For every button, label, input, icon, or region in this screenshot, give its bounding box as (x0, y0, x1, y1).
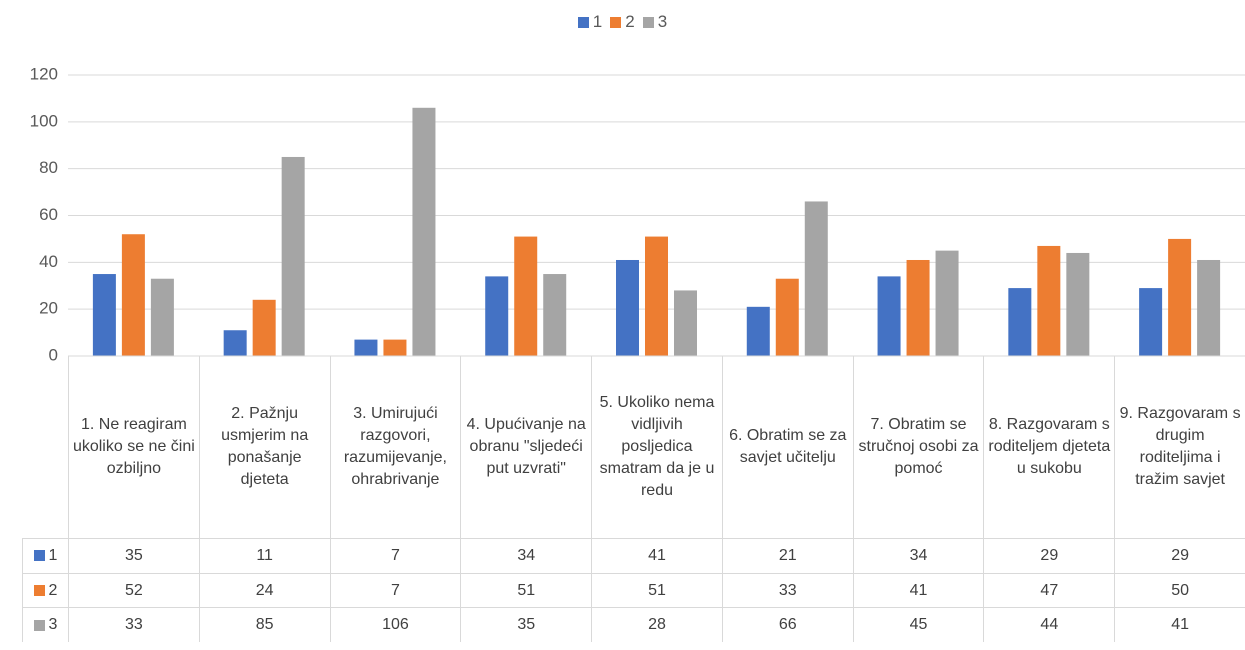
y-tick-label: 0 (49, 345, 58, 364)
category-label: 3. Umirujući razgovori, razumijevanje, o… (329, 356, 461, 538)
legend-label: 1 (592, 12, 603, 31)
bar (150, 278, 174, 356)
table-value: 106 (329, 607, 461, 643)
legend-key (610, 16, 622, 28)
bar (1197, 259, 1221, 356)
legend-item: 1 (577, 12, 603, 32)
table-value: 35 (460, 607, 592, 643)
table-value: 33 (721, 572, 853, 608)
bar (746, 306, 770, 356)
table-value: 66 (721, 607, 853, 643)
bar (1168, 238, 1192, 356)
category-label: 4. Upućivanje na obranu "sljedeći put uz… (460, 356, 591, 538)
table-series-name: 1 (48, 546, 58, 564)
bar (1066, 252, 1090, 356)
table-value: 47 (983, 572, 1115, 608)
bar (543, 274, 567, 356)
legend-key (642, 16, 654, 28)
bar (92, 274, 116, 356)
legend-key (33, 619, 45, 631)
bar (1037, 245, 1061, 356)
y-tick-label: 100 (30, 111, 58, 130)
category-label: 2. Pažnju usmjerim na ponašanje djeteta (198, 356, 330, 538)
bar (616, 259, 639, 356)
table-value: 41 (591, 538, 722, 573)
bar (1008, 288, 1032, 356)
category-label: 7. Obratim se stručnoj osobi za pomoć (852, 356, 984, 538)
bar (252, 299, 276, 356)
table-value: 21 (721, 538, 853, 573)
table-series: 1 (22, 538, 68, 573)
y-tick-label: 60 (39, 205, 58, 224)
bar (223, 330, 247, 356)
legend-label: 3 (657, 12, 668, 31)
bar (354, 339, 378, 356)
y-tick-label: 20 (39, 299, 58, 318)
bar (1139, 288, 1163, 356)
table-series: 2 (22, 572, 68, 608)
table-value: 41 (1114, 607, 1245, 643)
table-value: 7 (329, 572, 461, 608)
bar (281, 156, 305, 356)
table-value: 11 (198, 538, 330, 573)
table-value: 51 (591, 572, 722, 608)
bar (935, 250, 959, 356)
bar (121, 234, 145, 356)
bar (412, 107, 436, 357)
table-value: 41 (852, 572, 984, 608)
legend-item: 3 (642, 12, 668, 32)
y-tick-label: 120 (30, 64, 58, 83)
table-series-name: 3 (48, 616, 58, 634)
legend-key (33, 550, 45, 562)
legend-item: 2 (610, 12, 635, 32)
bar (877, 276, 901, 356)
table-value: 44 (983, 607, 1115, 643)
bar (645, 236, 668, 356)
table-series-name: 2 (48, 581, 58, 599)
category-label: 6. Obratim se za savjet učitelju (721, 356, 853, 538)
bar (906, 259, 930, 356)
table-value: 7 (329, 538, 461, 573)
table-value: 52 (68, 572, 199, 608)
category-label: 9. Razgovaram s drugim roditeljima i tra… (1114, 356, 1245, 538)
table-value: 45 (852, 607, 984, 643)
table-value: 34 (852, 538, 984, 573)
legend: 1 2 3 (0, 12, 1245, 32)
bar (383, 339, 407, 356)
category-label: 5. Ukoliko nema vidljivih posljedica sma… (591, 356, 722, 538)
legend-key (33, 585, 45, 597)
legend-key (577, 16, 589, 28)
bar (485, 276, 509, 356)
table-value: 35 (68, 538, 199, 573)
y-tick-label: 40 (39, 252, 58, 271)
table-value: 34 (460, 538, 592, 573)
category-label: 8. Razgovaram s roditeljem djeteta u suk… (983, 356, 1114, 538)
table-value: 29 (1114, 538, 1245, 573)
y-tick-label: 80 (39, 158, 58, 177)
table-series: 3 (22, 607, 68, 643)
table-value: 51 (460, 572, 592, 608)
bar (775, 278, 799, 356)
legend-label: 2 (625, 12, 635, 31)
table-value: 50 (1114, 572, 1245, 608)
table-value: 85 (198, 607, 330, 643)
table-value: 24 (198, 572, 330, 608)
bar (674, 290, 697, 356)
table-value: 29 (983, 538, 1115, 573)
table-value: 33 (68, 607, 199, 643)
bar (514, 236, 538, 356)
category-label: 1. Ne reagiram ukoliko se ne čini ozbilj… (68, 356, 199, 538)
bar (804, 201, 828, 356)
table-value: 28 (591, 607, 722, 643)
